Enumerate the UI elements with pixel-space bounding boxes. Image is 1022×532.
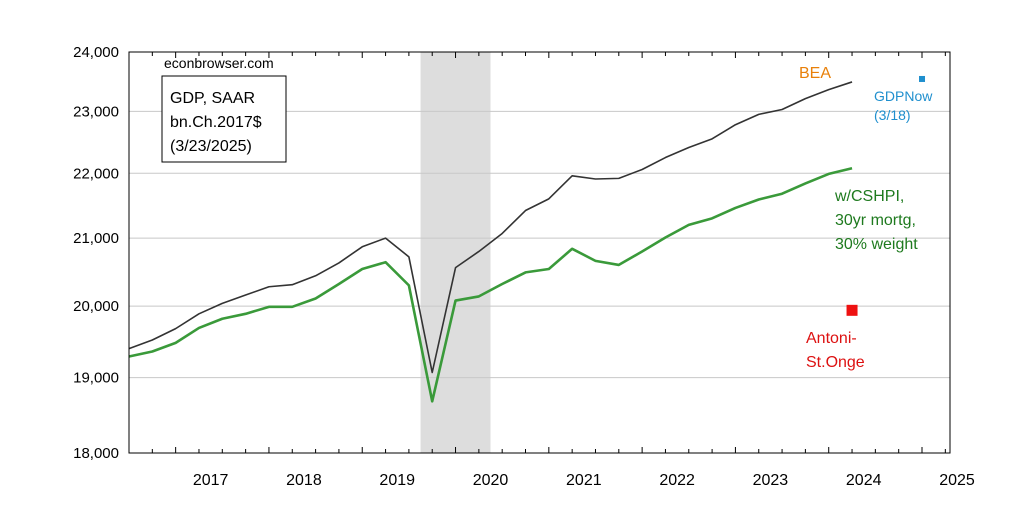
source-note: econbrowser.com	[164, 55, 274, 71]
y-tick-label: 24,000	[73, 44, 119, 61]
info-box-line-2: bn.Ch.2017$	[170, 114, 262, 131]
y-tick-label: 18,000	[73, 445, 119, 462]
y-tick-label: 21,000	[73, 230, 119, 247]
series-label-cshpi-line-3: 30% weight	[835, 236, 918, 253]
gridlines	[129, 110, 950, 379]
x-tick-label: 2023	[753, 472, 789, 489]
info-box-frame	[161, 75, 287, 163]
x-axis-labels: 2017 2018 2019 2020 2021 2022 2023 2024 2025	[193, 472, 975, 489]
y-tick-label: 20,000	[73, 298, 119, 315]
x-tick-label: 2019	[379, 472, 415, 489]
point-marker-antoni	[846, 304, 858, 316]
info-box-line-3: (3/23/2025)	[170, 138, 252, 155]
y-axis-labels: 18,000 19,000 20,000 21,000 22,000 23,000 24,0…	[73, 44, 119, 462]
point-label-antoni-line-1: Antoni-	[806, 330, 857, 347]
tick-marks	[128, 52, 946, 453]
x-tick-label: 2025	[939, 472, 975, 489]
series-label-bea: BEA	[799, 65, 831, 82]
recession-band	[420, 52, 491, 453]
y-tick-label: 23,000	[73, 103, 119, 120]
plot-frame	[128, 51, 951, 454]
point-label-antoni: Antoni- St.Onge	[806, 330, 865, 371]
point-label-antoni-line-2: St.Onge	[806, 354, 865, 371]
x-tick-label: 2017	[193, 472, 229, 489]
x-tick-label: 2020	[473, 472, 509, 489]
point-layer	[846, 75, 926, 316]
point-marker-gdpnow	[919, 75, 926, 82]
series-label-cshpi: w/CSHPI, 30yr mortg, 30% weight	[834, 188, 918, 253]
y-tick-label: 19,000	[73, 370, 119, 387]
series-line-cshpi	[128, 166, 853, 403]
point-label-gdpnow-line-1: GDPNow	[874, 88, 933, 104]
series-layer	[128, 81, 853, 403]
y-tick-label: 22,000	[73, 165, 119, 182]
x-tick-label: 2018	[286, 472, 322, 489]
info-box-line-1: GDP, SAAR	[170, 90, 255, 107]
series-label-cshpi-line-2: 30yr mortg,	[835, 212, 916, 229]
series-label-cshpi-line-1: w/CSHPI,	[834, 188, 904, 205]
x-tick-label: 2022	[659, 472, 695, 489]
recession-band-layer	[420, 52, 491, 453]
x-tick-label: 2024	[846, 472, 882, 489]
series-line-bea	[128, 81, 853, 374]
point-label-gdpnow: GDPNow (3/18)	[874, 88, 933, 123]
info-box: GDP, SAAR bn.Ch.2017$ (3/23/2025)	[161, 75, 287, 163]
point-label-gdpnow-line-2: (3/18)	[874, 107, 911, 123]
x-tick-label: 2021	[566, 472, 602, 489]
